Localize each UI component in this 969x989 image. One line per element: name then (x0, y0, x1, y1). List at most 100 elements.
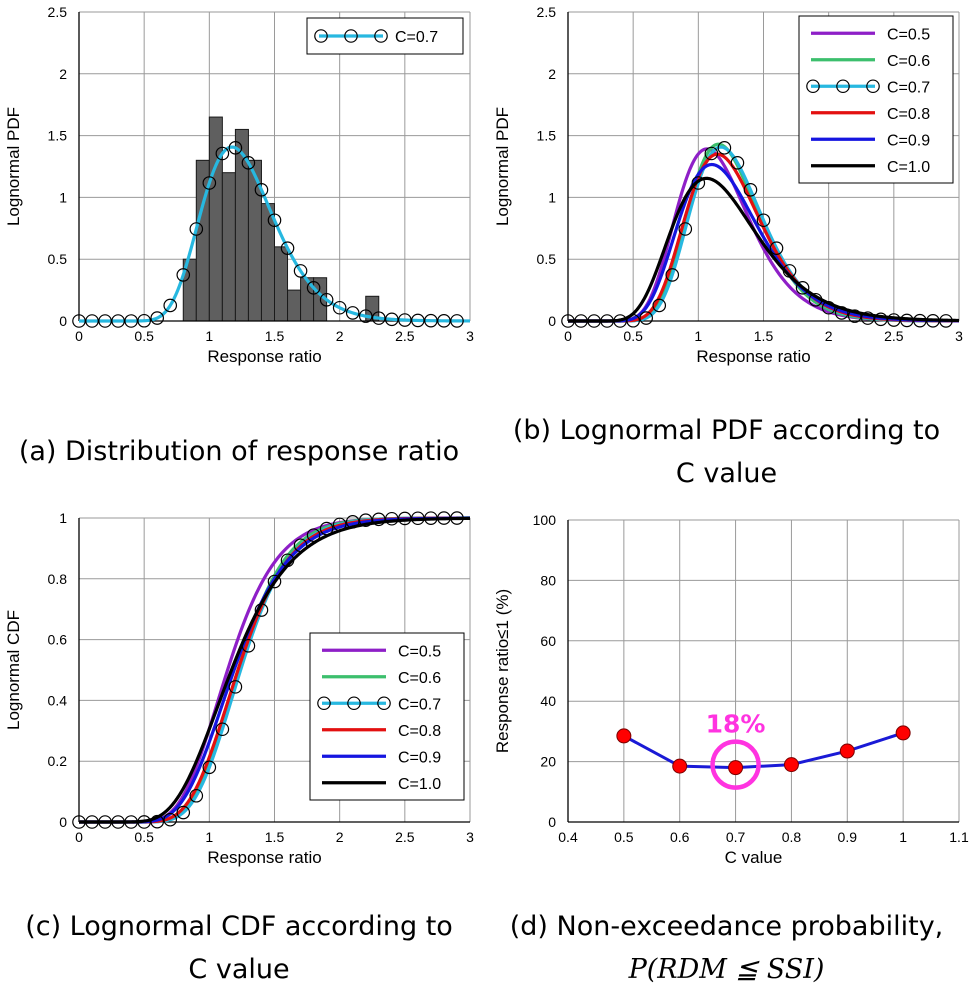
data-point (900, 313, 914, 328)
legend-marker (347, 696, 361, 711)
y-tick-label: 2.5 (537, 4, 557, 20)
data-point (411, 511, 425, 526)
data-point (358, 309, 373, 323)
series-line (623, 731, 904, 770)
data-point (137, 313, 151, 328)
x-tick-label: 1 (205, 328, 213, 344)
x-tick-label: 1 (899, 829, 907, 845)
x-tick-label: 0.6 (670, 829, 690, 845)
annotation-circle (710, 739, 761, 790)
legend-label: C=0.8 (398, 723, 441, 740)
x-tick-label: 0.5 (623, 328, 643, 344)
histogram-bars (182, 116, 380, 322)
y-tick-label: 2 (59, 66, 67, 82)
data-point (85, 815, 99, 829)
data-point (860, 311, 875, 325)
chart-panel-d: 0.4 0.5 0.6 0.7 0.8 0.9 1 1.1 0 20 40 60 80 100 C valu… (493, 512, 969, 867)
data-point (424, 313, 438, 328)
data-point (280, 553, 295, 568)
legend-label: C=1.0 (887, 159, 930, 176)
data-point (189, 788, 204, 803)
legend-marker (317, 696, 331, 711)
x-axis-label: Response ratio (696, 347, 810, 366)
data-point (783, 757, 799, 773)
data-point (319, 521, 334, 536)
data-point (450, 314, 464, 328)
x-axis-label: C value (725, 848, 783, 867)
y-tick-label: 0.4 (48, 692, 68, 708)
data-point (72, 314, 86, 328)
data-point (665, 268, 680, 282)
x-tick-label: 1.5 (265, 328, 285, 344)
data-point (743, 183, 758, 197)
data-point (939, 314, 953, 328)
caption-b-line2: C value (675, 458, 778, 489)
data-point (384, 511, 399, 526)
legend-item: C=0.7 (314, 29, 438, 46)
data-point (926, 314, 940, 328)
x-tick-label: 2.5 (395, 829, 415, 845)
y-axis-label: Response ratio≤1 (%) (493, 589, 512, 753)
legend-item: C=0.9 (811, 132, 930, 149)
data-point (371, 512, 386, 527)
data-point (215, 722, 230, 737)
data-point (795, 281, 810, 295)
y-tick-label: 1.5 (48, 128, 68, 144)
data-point (332, 300, 347, 315)
x-tick-label: 2 (336, 829, 344, 845)
histogram-bar (287, 289, 302, 322)
y-tick-label: 1.5 (537, 128, 557, 144)
data-point (821, 300, 836, 315)
x-tick-label: 0.4 (558, 829, 578, 845)
x-tick-label: 0.8 (782, 829, 802, 845)
data-point (574, 314, 588, 328)
data-point (254, 603, 269, 617)
y-axis-label: Lognormal PDF (4, 107, 23, 226)
x-tick-label: 0.7 (726, 829, 746, 845)
legend-item: C=0.7 (317, 696, 441, 713)
histogram-bar (221, 172, 236, 322)
data-point (345, 514, 360, 529)
x-tick-label: 1 (205, 829, 213, 845)
data-point (124, 815, 138, 829)
series-line-C=1.0 (78, 516, 471, 824)
data-point (124, 314, 138, 328)
data-point (808, 292, 823, 307)
y-axis-label: Lognormal PDF (493, 107, 512, 226)
legend-marker (314, 29, 328, 43)
legend-label: C=0.5 (887, 26, 930, 43)
y-tick-label: 0.8 (48, 571, 68, 587)
legend-box (306, 17, 464, 55)
data-point (267, 213, 282, 228)
data-point (411, 313, 425, 328)
data-point (254, 183, 269, 197)
data-point (913, 313, 927, 328)
data-point (561, 314, 575, 328)
y-tick-label: 1 (59, 189, 67, 205)
data-point (306, 281, 321, 295)
legend-label: C=0.7 (887, 79, 930, 96)
data-point (873, 312, 888, 327)
legend-label: C=0.5 (398, 643, 441, 660)
x-tick-label: 2.5 (395, 328, 415, 344)
y-axis-label: Lognormal CDF (4, 610, 23, 730)
data-point (228, 680, 243, 694)
data-point (137, 815, 151, 829)
x-tick-label: 2 (336, 328, 344, 344)
annotation-label: 18% (706, 710, 766, 739)
data-point (371, 311, 386, 325)
data-point (717, 141, 732, 155)
y-tick-label: 0 (548, 814, 556, 830)
x-tick-label: 1 (694, 328, 702, 344)
legend-marker (836, 79, 850, 94)
legend-marker (806, 79, 820, 94)
caption-d-formula: P(RDM ≦ SSI) (628, 954, 825, 985)
series-line-C=1.0 (567, 176, 960, 323)
data-point (450, 511, 464, 525)
legend-item: C=0.7 (806, 79, 930, 96)
series-line-C=0.7 (78, 145, 471, 323)
data-point (150, 814, 164, 829)
caption-d-line1: (d) Non-exceedance probability, (509, 911, 944, 942)
legend-item: C=0.6 (322, 670, 441, 687)
